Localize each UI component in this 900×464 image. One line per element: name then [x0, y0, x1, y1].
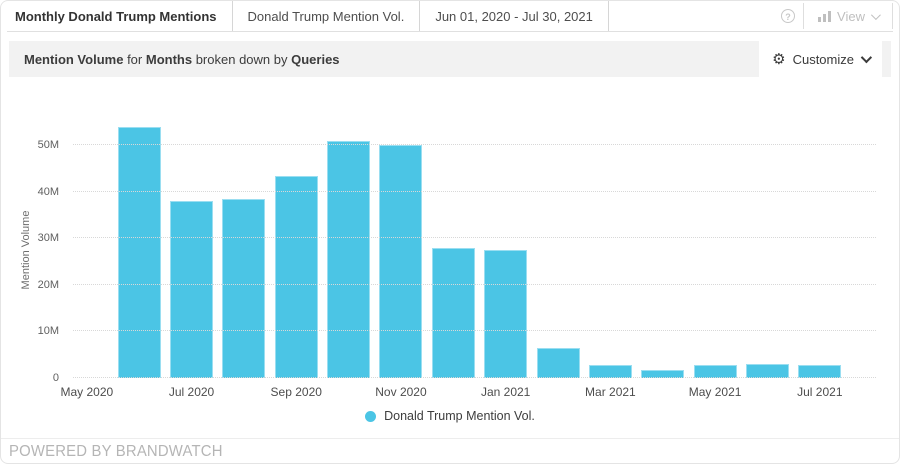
help-button[interactable]: ?	[773, 1, 803, 31]
gear-icon	[772, 52, 785, 67]
tab-widget-title-label: Monthly Donald Trump Mentions	[15, 8, 217, 24]
tab-date-range[interactable]: Jun 01, 2020 - Jul 30, 2021	[420, 1, 609, 31]
y-tick-label: 20M	[37, 278, 59, 291]
legend-label: Donald Trump Mention Vol.	[384, 409, 535, 423]
y-tick-label: 30M	[37, 232, 59, 245]
legend[interactable]: Donald Trump Mention Vol.	[1, 409, 899, 423]
x-tick-label: Mar 2021	[585, 385, 636, 399]
gridline	[73, 283, 876, 285]
subtitle-broken: broken down by	[195, 51, 288, 67]
footer-divider	[1, 438, 899, 439]
plot-area	[73, 122, 876, 378]
bar-jul-2020[interactable]	[170, 201, 214, 378]
customize-button[interactable]: Customize	[759, 41, 882, 77]
bar-nov-2020[interactable]	[379, 145, 423, 378]
gridline	[73, 330, 876, 332]
tab-bar-spacer	[609, 1, 773, 31]
tab-date-range-label: Jun 01, 2020 - Jul 30, 2021	[435, 8, 593, 24]
bar-apr-2021[interactable]	[641, 370, 685, 378]
subtitle-metric: Mention Volume	[24, 51, 124, 67]
subtitle-breakdown: Queries	[291, 51, 340, 67]
bar-dec-2020[interactable]	[431, 247, 475, 378]
powered-by-brandwatch: POWERED BY BRANDWATCH	[9, 443, 223, 460]
bar-slot	[375, 122, 427, 378]
tab-bar: Monthly Donald Trump Mentions Donald Tru…	[7, 1, 893, 32]
bar-slot	[741, 122, 793, 378]
x-axis-labels: May 2020 Jul 2020 Sep 2020 Nov 2020 Jan 2021…	[60, 385, 876, 401]
tab-widget-title[interactable]: Monthly Donald Trump Mentions	[7, 1, 233, 31]
view-dropdown[interactable]: View	[804, 1, 892, 31]
bar-chart-icon	[818, 11, 832, 22]
bar-jan-2021[interactable]	[484, 250, 528, 378]
bar-jun-2020[interactable]	[117, 126, 161, 378]
chevron-down-icon	[860, 51, 873, 64]
bar-feb-2021[interactable]	[536, 347, 580, 378]
y-tick-label: 10M	[37, 325, 59, 338]
bar-mar-2021[interactable]	[588, 365, 632, 378]
bar-slot	[427, 122, 479, 378]
chevron-down-icon	[870, 9, 881, 20]
bar-slot	[270, 122, 322, 378]
view-label: View	[837, 8, 865, 24]
bar-slot	[480, 122, 532, 378]
chart-subtitle: Mention Volume for Months broken down by…	[9, 52, 340, 67]
bar-slot	[794, 122, 846, 378]
bar-sep-2020[interactable]	[274, 175, 318, 378]
tab-query-name-label: Donald Trump Mention Vol.	[247, 8, 405, 24]
x-tick-label: Jul 2020	[168, 385, 215, 399]
subtitle-dimension: Months	[145, 51, 193, 67]
y-tick-label: 0	[52, 372, 59, 384]
bar-slot	[322, 122, 374, 378]
x-tick-label: Sep 2020	[270, 385, 322, 399]
y-tick-label: 40M	[37, 185, 59, 198]
bar-slot	[689, 122, 741, 378]
bar-slot	[218, 122, 270, 378]
gridline	[73, 190, 876, 192]
divider	[803, 3, 805, 29]
bar-jul-2021[interactable]	[798, 364, 842, 378]
x-tick-label: May 2020	[60, 385, 114, 399]
x-tick-label: Nov 2020	[375, 385, 427, 399]
divider	[892, 3, 893, 29]
bar-aug-2020[interactable]	[222, 198, 266, 378]
bar-oct-2020[interactable]	[327, 140, 371, 378]
bar-slot	[637, 122, 689, 378]
bar-jun-2021[interactable]	[745, 363, 789, 378]
x-tick-label: Jan 2021	[480, 385, 531, 399]
gridline	[73, 377, 876, 378]
bar-slot	[113, 122, 165, 378]
legend-swatch	[365, 410, 377, 422]
x-tick-label: May 2021	[688, 385, 742, 399]
x-tick-label: Jul 2021	[797, 385, 843, 399]
bar-may-2021[interactable]	[693, 364, 737, 378]
subtitle-for: for	[127, 51, 143, 67]
gridline	[73, 237, 876, 239]
y-axis-ticks: 0 10M 20M 30M 40M 50M	[1, 122, 59, 384]
question-mark-icon: ?	[781, 9, 796, 23]
customize-label: Customize	[792, 51, 854, 67]
bar-slot	[532, 122, 584, 378]
gridline	[73, 144, 876, 146]
chart-toolbar: Mention Volume for Months broken down by…	[9, 41, 891, 77]
y-tick-label: 50M	[37, 139, 59, 152]
bar-slot	[584, 122, 636, 378]
bar-slot	[165, 122, 217, 378]
tab-query-name[interactable]: Donald Trump Mention Vol.	[233, 1, 421, 31]
bars	[73, 122, 876, 378]
